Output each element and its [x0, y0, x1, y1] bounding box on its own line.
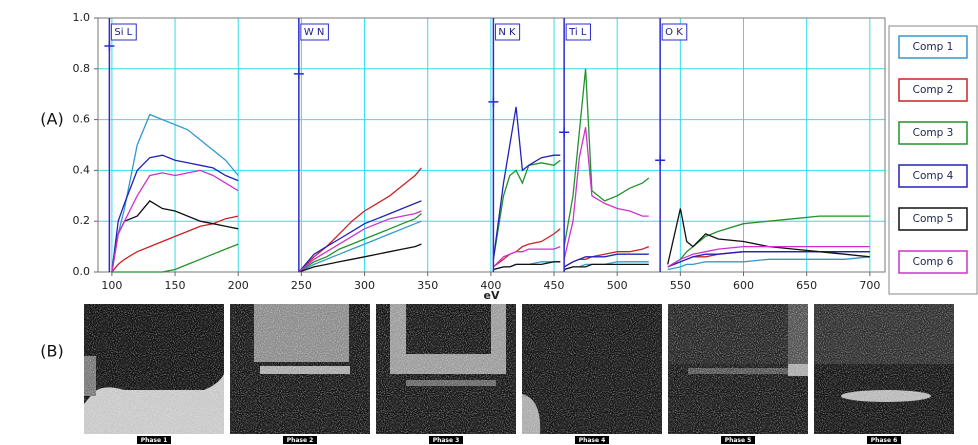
phase-label-bg — [429, 436, 463, 444]
x-tick-label: 200 — [228, 279, 249, 292]
phase-label-bg — [721, 436, 755, 444]
legend-label: Comp 5 — [913, 213, 954, 225]
legend-swatch — [898, 207, 968, 231]
x-tick-label: 300 — [354, 279, 375, 292]
series-line — [111, 127, 870, 273]
phase-image — [668, 304, 808, 434]
phase-label: Phase 5 — [725, 437, 752, 444]
edge-label: W N — [304, 27, 325, 38]
legend-swatch — [898, 78, 968, 102]
x-tick-label: 650 — [796, 279, 817, 292]
series-line — [111, 167, 870, 273]
series-line — [111, 68, 870, 273]
edge-marker — [655, 155, 666, 166]
legend-swatch — [898, 121, 968, 145]
legend-swatch — [898, 35, 968, 59]
edge-label-box — [494, 23, 521, 41]
legend-label: Comp 3 — [913, 127, 954, 139]
edge-label-box — [565, 23, 591, 41]
x-tick-label: 400 — [480, 279, 501, 292]
edge-label: Ti L — [568, 27, 587, 38]
phase-image — [376, 304, 516, 434]
phase-label: Phase 6 — [871, 437, 898, 444]
phase-labels: Phase 1 Phase 2 Phase 3 Phase 4 Phase 5 Phase… — [137, 436, 901, 444]
phase-label-bg — [867, 436, 901, 444]
x-tick-label: 150 — [165, 279, 186, 292]
plot: 100 150 200 250 300 350 400 450 500 550 600 650 700 0… — [73, 11, 886, 302]
legend-label: Comp 2 — [913, 84, 954, 96]
legend-swatch — [898, 164, 968, 188]
phase-image — [84, 304, 224, 434]
edge-marker — [488, 96, 499, 107]
x-tick-label: 600 — [733, 279, 754, 292]
phase-image — [230, 304, 370, 434]
plot-frame — [97, 17, 886, 273]
phase-label: Phase 4 — [579, 437, 606, 444]
x-tick-label: 100 — [101, 279, 122, 292]
y-tick-label: 0.8 — [73, 62, 91, 75]
y-tick-label: 0.0 — [73, 265, 91, 278]
x-axis-label: eV — [484, 289, 500, 302]
x-tick-label: 700 — [859, 279, 880, 292]
y-tick-label: 0.4 — [73, 163, 91, 176]
phase-label: Phase 3 — [433, 437, 460, 444]
panel-label: (A) — [40, 110, 63, 129]
x-tick-label: 500 — [607, 279, 628, 292]
legend-label: Comp 6 — [913, 256, 954, 268]
series-line — [111, 106, 870, 273]
phase-image — [814, 304, 954, 434]
legend-label: Comp 4 — [913, 170, 954, 182]
phase-label: Phase 2 — [287, 437, 314, 444]
legend-label: Comp 1 — [913, 41, 954, 53]
edge-marker — [293, 68, 304, 79]
y-tick-label: 0.6 — [73, 113, 91, 126]
x-tick-label: 550 — [670, 279, 691, 292]
phase-label: Phase 1 — [141, 437, 168, 444]
legend-swatch — [898, 250, 968, 274]
edge-label-box — [661, 23, 688, 41]
panel-label: (B) — [40, 342, 63, 361]
phase-label-bg — [575, 436, 609, 444]
x-tick-label: 350 — [417, 279, 438, 292]
x-tick-label: 450 — [544, 279, 565, 292]
y-tick-label: 1.0 — [73, 11, 91, 24]
edge-label: Si L — [114, 27, 132, 38]
phase-image — [522, 304, 662, 434]
edge-label: O K — [665, 27, 683, 38]
phase-label-bg — [137, 436, 171, 444]
edge-marker — [104, 40, 115, 51]
edge-marker — [559, 127, 570, 138]
y-tick-label: 0.2 — [73, 214, 91, 227]
edge-label-box — [300, 23, 329, 41]
series-line — [111, 200, 870, 273]
phase-label-bg — [283, 436, 317, 444]
edge-label: N K — [498, 27, 516, 38]
edge-label-box — [110, 23, 137, 41]
x-tick-label: 250 — [291, 279, 312, 292]
legend-box — [888, 25, 978, 295]
